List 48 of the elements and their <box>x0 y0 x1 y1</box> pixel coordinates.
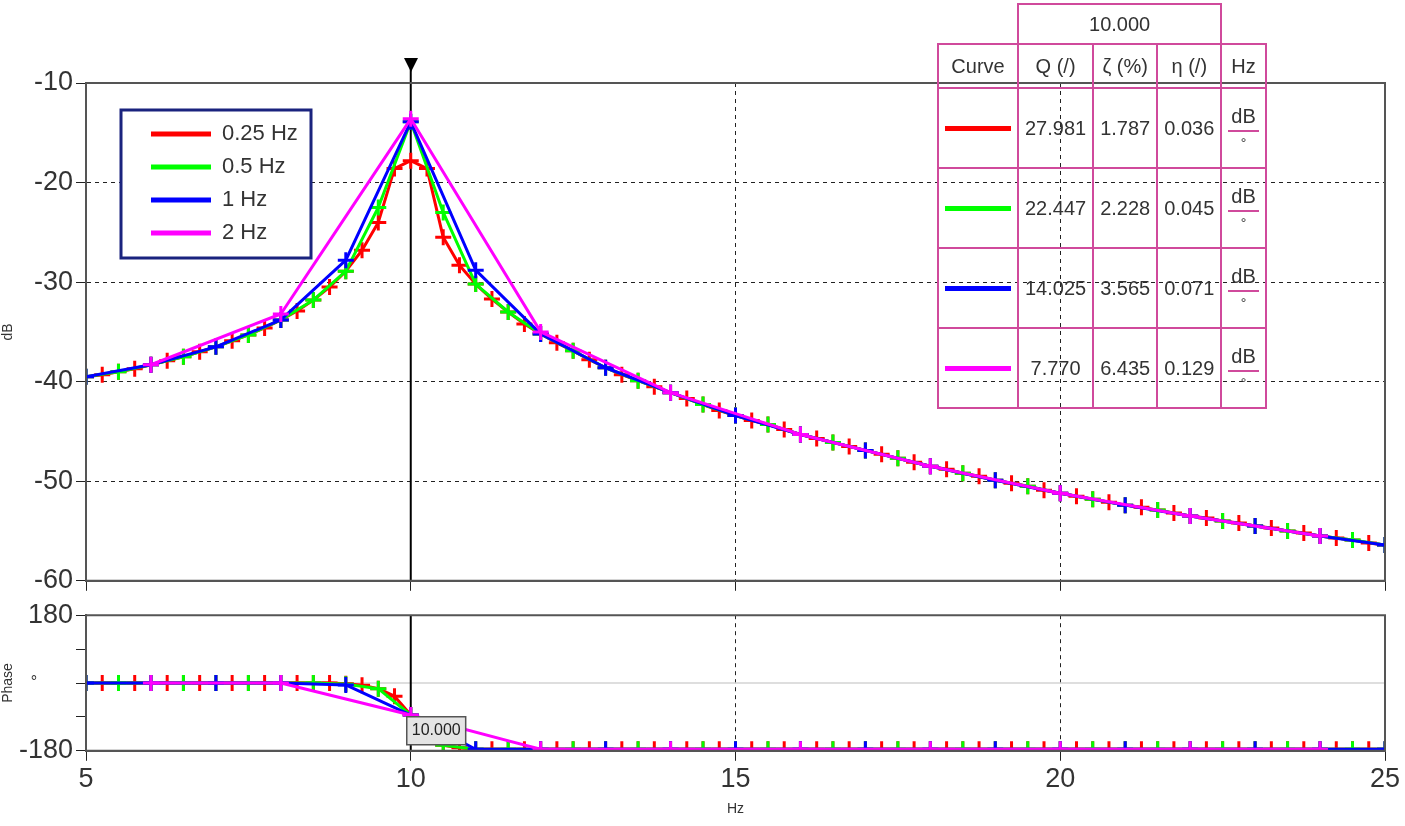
y-tick-label: -180 <box>18 734 73 765</box>
x-axis-title: Hz <box>726 800 745 817</box>
text: ° <box>30 673 38 691</box>
text: ° <box>1240 295 1247 311</box>
data-label: 7.770 <box>1018 328 1094 408</box>
y-tick-label: 180 <box>27 598 73 629</box>
legend-label: 1 Hz <box>222 186 268 212</box>
y-axis-title: dB <box>0 323 16 341</box>
data-label: 0.045 <box>1157 168 1222 248</box>
y-tick-label: -10 <box>33 66 73 97</box>
y-tick-label: -30 <box>33 265 73 296</box>
text: Hz <box>1221 44 1266 88</box>
legend-label: 0.25 Hz <box>222 120 298 146</box>
data-label: 0.129 <box>1157 328 1222 408</box>
legend-label: 2 Hz <box>222 219 268 245</box>
data-label: 0.036 <box>1157 88 1222 168</box>
category-label: ζ (%) <box>1093 44 1158 88</box>
y-tick-label: -20 <box>33 166 73 197</box>
text: 10.000 <box>1018 4 1222 44</box>
x-tick-label: 5 <box>78 763 94 794</box>
data-label: 1.787 <box>1093 88 1158 168</box>
x-tick-label: 20 <box>1045 763 1076 794</box>
y-axis-title: Phase <box>0 662 16 703</box>
y-tick-label: -40 <box>33 365 73 396</box>
category-label: η (/) <box>1157 44 1222 88</box>
data-label: 0.071 <box>1157 248 1222 328</box>
x-tick-label: 10 <box>395 763 426 794</box>
text: ° <box>1240 375 1247 391</box>
y-tick-label: -50 <box>33 464 73 495</box>
text: Curve <box>938 44 1018 88</box>
annotation: dB <box>1228 105 1259 132</box>
ref-line-label: 10.000 <box>411 721 461 739</box>
data-label: 3.565 <box>1093 248 1158 328</box>
legend-label: 0.5 Hz <box>222 153 286 179</box>
category-label: Q (/) <box>1018 44 1094 88</box>
y-tick-label: -60 <box>33 564 73 595</box>
data-label: 2.228 <box>1093 168 1158 248</box>
x-tick-label: 25 <box>1369 763 1401 794</box>
text: dB <box>1231 265 1256 287</box>
data-label: 6.435 <box>1093 328 1158 408</box>
text: dB <box>1231 185 1256 207</box>
text: dB <box>1231 345 1256 367</box>
data-label: 22.447 <box>1018 168 1094 248</box>
data-label: 14.025 <box>1018 248 1094 328</box>
annotation: ° <box>1239 134 1248 151</box>
x-tick-label: 15 <box>720 763 751 794</box>
data-label: 27.981 <box>1018 88 1094 168</box>
text: ° <box>1240 215 1247 231</box>
